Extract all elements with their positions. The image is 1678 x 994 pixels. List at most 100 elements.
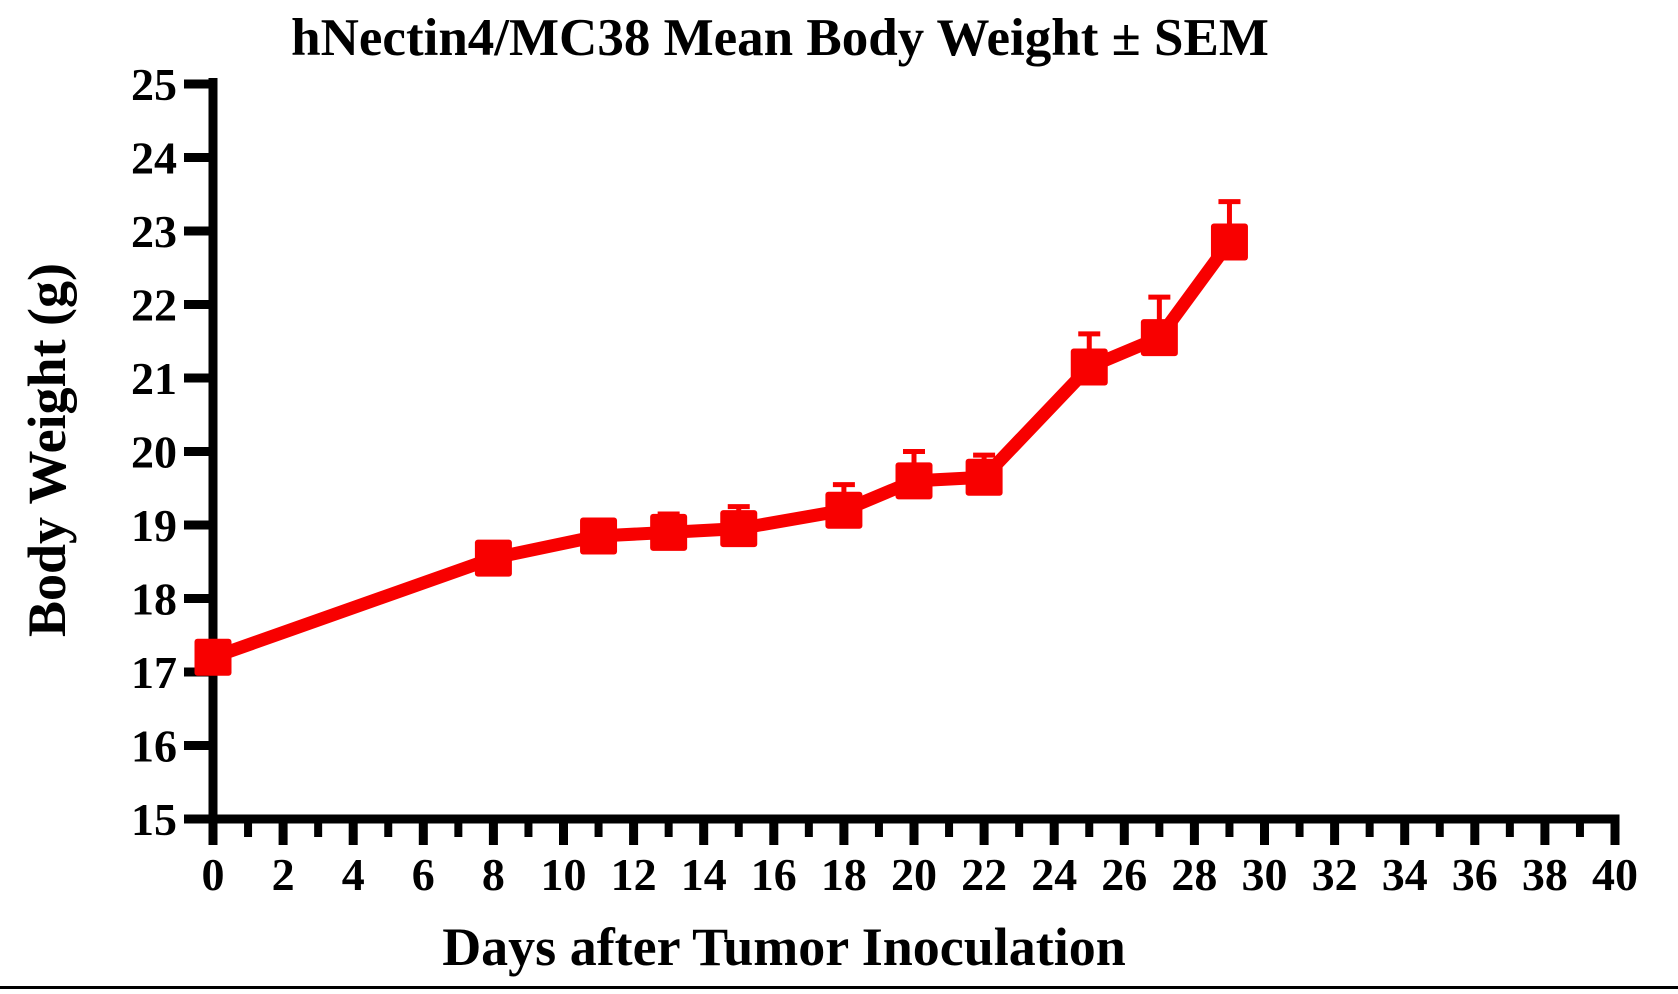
x-tick-label: 34 — [1382, 849, 1428, 900]
y-tick-label: 20 — [131, 427, 177, 478]
x-minor-tick — [314, 819, 323, 837]
x-tick-label: 30 — [1242, 849, 1288, 900]
data-point-marker — [965, 458, 1003, 496]
y-tick — [184, 741, 213, 750]
x-tick — [699, 819, 709, 845]
y-tick — [184, 300, 213, 309]
y-tick — [184, 153, 213, 162]
y-tick-label: 17 — [131, 647, 177, 698]
x-tick-label: 8 — [482, 849, 505, 900]
data-point-marker — [194, 638, 232, 676]
x-tick — [979, 819, 989, 845]
y-tick-label: 21 — [131, 353, 177, 404]
series-line — [210, 238, 1235, 664]
x-tick — [1330, 819, 1340, 845]
data-point-marker — [1210, 223, 1248, 261]
x-minor-tick — [804, 819, 813, 837]
y-tick — [184, 594, 213, 603]
x-tick — [1260, 819, 1269, 845]
x-tick — [278, 819, 288, 845]
x-minor-tick — [1225, 819, 1234, 837]
y-tick — [184, 373, 213, 383]
x-axis-title: Days after Tumor Inoculation — [442, 917, 1126, 977]
data-point-marker — [650, 513, 688, 551]
x-tick — [1189, 819, 1199, 845]
x-tick-label: 18 — [821, 849, 867, 900]
y-tick-label: 16 — [131, 721, 177, 772]
y-tick-label: 22 — [131, 280, 177, 331]
x-tick — [1049, 819, 1059, 845]
data-point-marker — [825, 491, 863, 529]
x-minor-tick — [945, 819, 954, 837]
x-tick — [208, 819, 218, 845]
x-tick — [348, 819, 358, 845]
data-point-marker — [720, 510, 758, 548]
x-minor-tick — [454, 819, 463, 837]
x-tick-label: 16 — [751, 849, 797, 900]
y-tick-label: 15 — [131, 794, 177, 845]
data-point-marker — [1070, 348, 1108, 386]
y-tick-label: 18 — [131, 574, 177, 625]
x-tick-label: 26 — [1101, 849, 1147, 900]
x-tick-label: 22 — [961, 849, 1007, 900]
x-tick — [1119, 819, 1129, 845]
x-tick-label: 24 — [1031, 849, 1077, 900]
x-minor-tick — [1435, 819, 1444, 837]
x-tick — [769, 819, 779, 845]
x-tick — [488, 819, 498, 845]
y-tick — [184, 447, 213, 456]
x-tick — [909, 819, 919, 845]
x-tick — [629, 819, 639, 845]
x-tick — [1540, 819, 1550, 845]
x-tick — [1610, 819, 1620, 845]
x-tick-label: 12 — [611, 849, 657, 900]
data-point-marker — [1140, 319, 1178, 357]
x-tick-label: 28 — [1171, 849, 1217, 900]
y-tick-label: 25 — [131, 59, 177, 110]
x-minor-tick — [874, 819, 883, 837]
y-tick — [184, 520, 213, 530]
y-tick — [184, 226, 213, 236]
x-tick-label: 36 — [1452, 849, 1498, 900]
x-minor-tick — [664, 819, 673, 837]
x-minor-tick — [1575, 819, 1584, 837]
chart-title: hNectin4/MC38 Mean Body Weight ± SEM — [291, 9, 1269, 67]
x-tick-label: 14 — [681, 849, 727, 900]
x-minor-tick — [1085, 819, 1094, 837]
x-minor-tick — [1155, 819, 1164, 837]
bottom-rule — [0, 986, 1678, 989]
x-tick-label: 2 — [272, 849, 295, 900]
x-tick — [1400, 819, 1410, 845]
x-tick-label: 32 — [1312, 849, 1358, 900]
x-tick-label: 40 — [1592, 849, 1638, 900]
x-tick — [418, 819, 428, 845]
x-minor-tick — [384, 819, 393, 837]
x-minor-tick — [1505, 819, 1514, 837]
x-tick-label: 38 — [1522, 849, 1568, 900]
y-tick — [184, 814, 213, 824]
x-tick-label: 0 — [202, 849, 225, 900]
data-point-marker — [474, 539, 512, 577]
x-tick-label: 10 — [541, 849, 587, 900]
x-tick-label: 4 — [342, 849, 365, 900]
x-minor-tick — [244, 819, 253, 837]
x-tick — [839, 819, 849, 845]
x-tick-label: 6 — [412, 849, 435, 900]
y-tick — [184, 79, 213, 89]
x-minor-tick — [524, 819, 533, 837]
x-tick-label: 20 — [891, 849, 937, 900]
x-minor-tick — [594, 819, 603, 837]
x-tick — [559, 819, 568, 845]
y-tick-label: 24 — [131, 133, 177, 184]
x-minor-tick — [1015, 819, 1024, 837]
x-minor-tick — [1295, 819, 1304, 837]
x-minor-tick — [1365, 819, 1374, 837]
x-minor-tick — [734, 819, 743, 837]
y-tick-label: 23 — [131, 206, 177, 257]
x-tick — [1470, 819, 1480, 845]
y-tick-label: 19 — [131, 500, 177, 551]
data-point-marker — [895, 462, 933, 500]
data-point-marker — [580, 517, 618, 555]
